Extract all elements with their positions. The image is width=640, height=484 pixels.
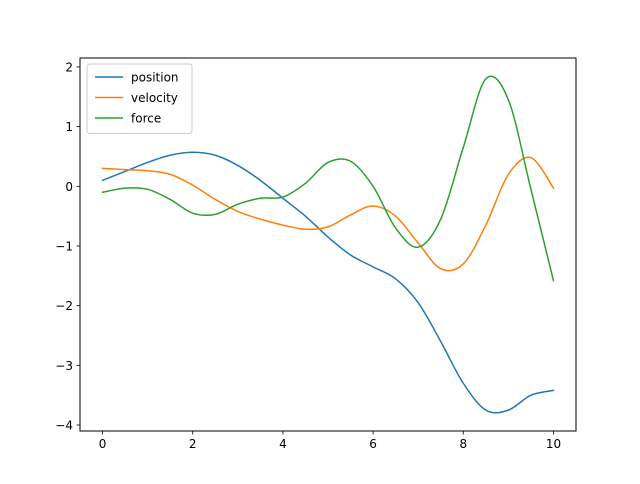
series-layer — [101, 75, 555, 414]
y-tick-label: −1 — [55, 239, 73, 253]
y-tick-label: −3 — [55, 359, 73, 373]
x-axis: 0 2 4 6 8 10 — [99, 431, 561, 451]
legend: position velocity force — [86, 63, 193, 134]
x-tick-label: 8 — [459, 437, 467, 451]
series-line-velocity — [101, 156, 555, 272]
y-tick-label: 1 — [65, 120, 73, 134]
legend-label-force: force — [131, 112, 161, 126]
x-tick-label: 10 — [546, 437, 561, 451]
y-tick-label: 2 — [65, 60, 73, 74]
legend-box — [86, 63, 193, 134]
series-line-force — [101, 75, 555, 282]
series-line-position — [101, 151, 555, 414]
plot-frame — [79, 57, 577, 432]
legend-label-velocity: velocity — [131, 91, 178, 105]
x-tick-label: 2 — [189, 437, 197, 451]
y-tick-label: 0 — [65, 180, 73, 194]
x-tick-label: 0 — [99, 437, 107, 451]
x-tick-label: 6 — [369, 437, 377, 451]
y-axis: −4 −3 −2 −1 0 1 2 — [55, 60, 80, 433]
legend-label-position: position — [131, 71, 179, 85]
x-tick-label: 4 — [279, 437, 287, 451]
y-tick-label: −4 — [55, 419, 73, 433]
y-tick-label: −2 — [55, 299, 73, 313]
